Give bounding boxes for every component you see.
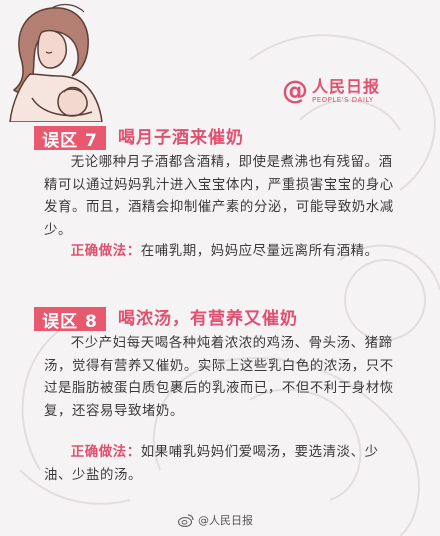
myth-badge: 误区 8: [34, 307, 106, 332]
correct-practice: 正确做法：如果哺乳妈妈们爱喝汤，要选清淡、少油、少盐的汤。: [44, 442, 406, 487]
myth-headline: 喝月子酒来催奶: [118, 128, 244, 148]
weibo-watermark: @人民日报: [178, 512, 253, 528]
watermark-text: @人民日报: [198, 514, 253, 527]
mother-breastfeeding-illustration: [9, 3, 103, 122]
weibo-icon: [178, 513, 194, 527]
myth-body: 无论哪种月子酒都含酒精，即使是煮沸也有残留。酒精可以通过妈妈乳汁进入宝宝体内，严…: [44, 155, 394, 238]
section-myth-8: 误区 8 喝浓汤，有营养又催奶: [0, 307, 440, 333]
myth-headline: 喝浓汤，有营养又催奶: [118, 309, 298, 329]
logo-name-en: PEOPLE'S DAILY: [312, 95, 374, 104]
myth-badge: 误区 7: [34, 126, 106, 151]
correct-practice-label: 正确做法：: [70, 244, 141, 259]
correct-practice-text: 如果哺乳妈妈们爱喝汤，要选清淡、少油、少盐的汤。: [44, 445, 379, 483]
peoples-daily-logo: @ 人民日报 PEOPLE'S DAILY: [282, 78, 380, 104]
myth-body: 不少产妇每天喝各种炖着浓浓的鸡汤、骨头汤、猪蹄汤，觉得有营养又催奶。实际上这些乳…: [44, 336, 394, 419]
at-symbol: @: [282, 76, 308, 106]
correct-practice-text: 在哺乳期，妈妈应尽量远离所有酒精。: [140, 244, 379, 259]
correct-practice-label: 正确做法：: [70, 445, 141, 460]
correct-practice: 正确做法：在哺乳期，妈妈应尽量远离所有酒精。: [44, 241, 406, 264]
section-myth-7: 误区 7 喝月子酒来催奶: [0, 126, 440, 152]
logo-name-cn: 人民日报: [312, 76, 381, 96]
